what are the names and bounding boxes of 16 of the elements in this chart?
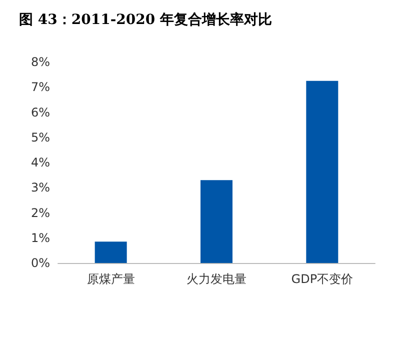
- chart-title: 图 43：2011-2020 年复合增长率对比: [19, 11, 272, 28]
- y-tick-label: 6%: [30, 105, 50, 120]
- x-tick-label: 原煤产量: [86, 272, 135, 286]
- x-tick-label: GDP不变价: [291, 272, 354, 286]
- y-tick-label: 1%: [30, 230, 50, 245]
- y-tick-label: 8%: [30, 55, 50, 69]
- bar: [94, 242, 127, 263]
- y-tick-label: 0%: [30, 256, 50, 270]
- y-tick-label: 4%: [30, 156, 50, 170]
- y-tick-label: 3%: [30, 180, 50, 195]
- y-tick-label: 5%: [30, 130, 50, 144]
- y-tick-label: 2%: [30, 206, 50, 220]
- y-tick-label: 7%: [30, 80, 50, 94]
- bar: [306, 80, 338, 263]
- x-tick-label: 火力发电量: [186, 272, 246, 286]
- bar: [200, 180, 232, 263]
